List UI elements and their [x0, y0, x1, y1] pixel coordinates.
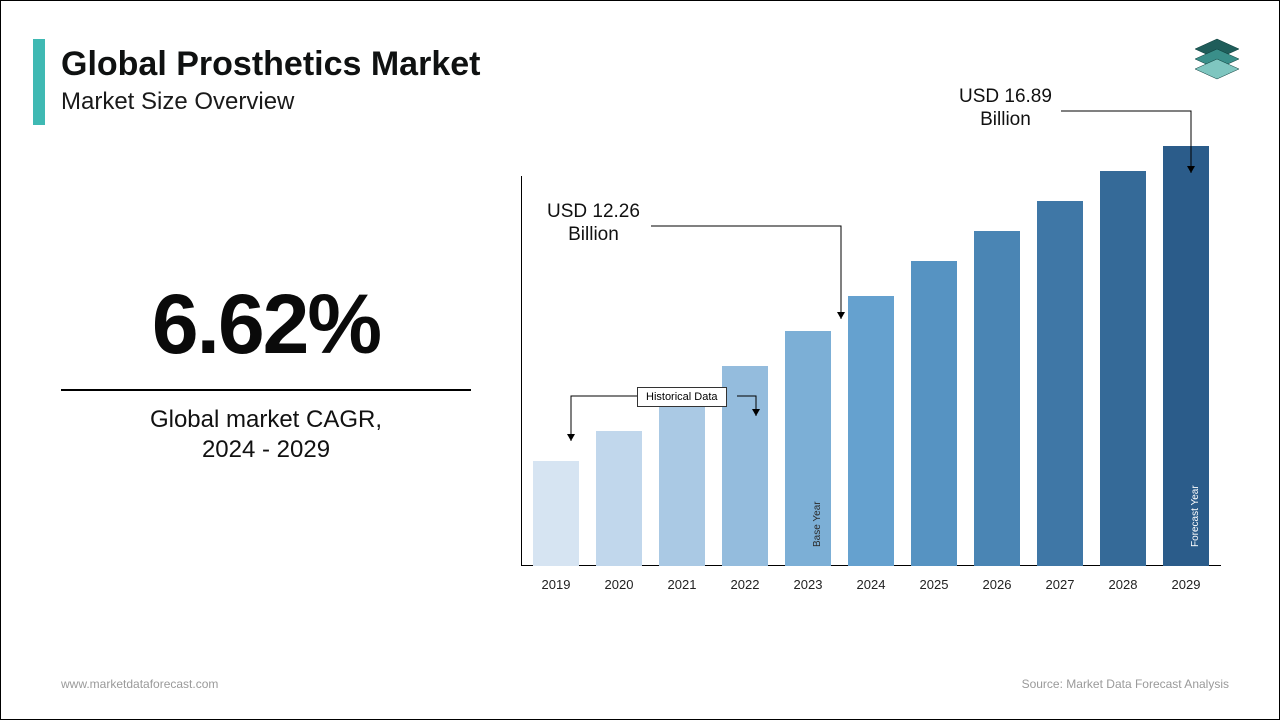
bar-x-label: 2027: [1033, 577, 1087, 592]
bar: [911, 261, 957, 566]
bar: [1163, 146, 1209, 566]
bar: [785, 331, 831, 566]
bar-x-label: 2024: [844, 577, 898, 592]
bar-x-label: 2019: [529, 577, 583, 592]
bar: [974, 231, 1020, 566]
bar: [659, 401, 705, 566]
bar: [722, 366, 768, 566]
bar-x-label: 2023: [781, 577, 835, 592]
accent-bar: [33, 39, 45, 125]
cagr-label-line1: Global market CAGR,: [150, 406, 382, 433]
cagr-panel: 6.62% Global market CAGR, 2024 - 2029: [61, 276, 471, 465]
bar-x-label: 2025: [907, 577, 961, 592]
callout-line: Billion: [568, 224, 619, 245]
divider: [61, 389, 471, 391]
bar: [1100, 171, 1146, 566]
historical-data-box: Historical Data: [637, 387, 727, 407]
callout-line: Billion: [980, 109, 1031, 130]
bar-x-label: 2022: [718, 577, 772, 592]
y-axis: [521, 176, 522, 566]
bar: [596, 431, 642, 566]
bar-x-label: 2029: [1159, 577, 1213, 592]
bar: [848, 296, 894, 566]
cagr-value: 6.62%: [61, 276, 471, 373]
footer-source: Source: Market Data Forecast Analysis: [1022, 677, 1229, 691]
page-title: Global Prosthetics Market: [61, 45, 480, 84]
page-subtitle: Market Size Overview: [61, 88, 480, 116]
bar: [533, 461, 579, 566]
bar-inner-label: Base Year: [812, 501, 823, 547]
bar-x-label: 2028: [1096, 577, 1150, 592]
bar-inner-label: Forecast Year: [1190, 485, 1201, 547]
cagr-label-line2: 2024 - 2029: [202, 436, 330, 463]
bar: [1037, 201, 1083, 566]
title-block: Global Prosthetics Market Market Size Ov…: [61, 45, 480, 116]
bar-x-label: 2021: [655, 577, 709, 592]
bar-x-label: 2020: [592, 577, 646, 592]
callout-line: USD 12.26: [547, 201, 640, 222]
callout-2029-value: USD 16.89 Billion: [959, 86, 1052, 132]
callout-line: USD 16.89: [959, 86, 1052, 107]
cagr-label: Global market CAGR, 2024 - 2029: [61, 405, 471, 465]
callout-2024-value: USD 12.26 Billion: [547, 201, 640, 247]
logo-icon: [1189, 35, 1245, 91]
bar-x-label: 2026: [970, 577, 1024, 592]
footer-url: www.marketdataforecast.com: [61, 677, 218, 691]
